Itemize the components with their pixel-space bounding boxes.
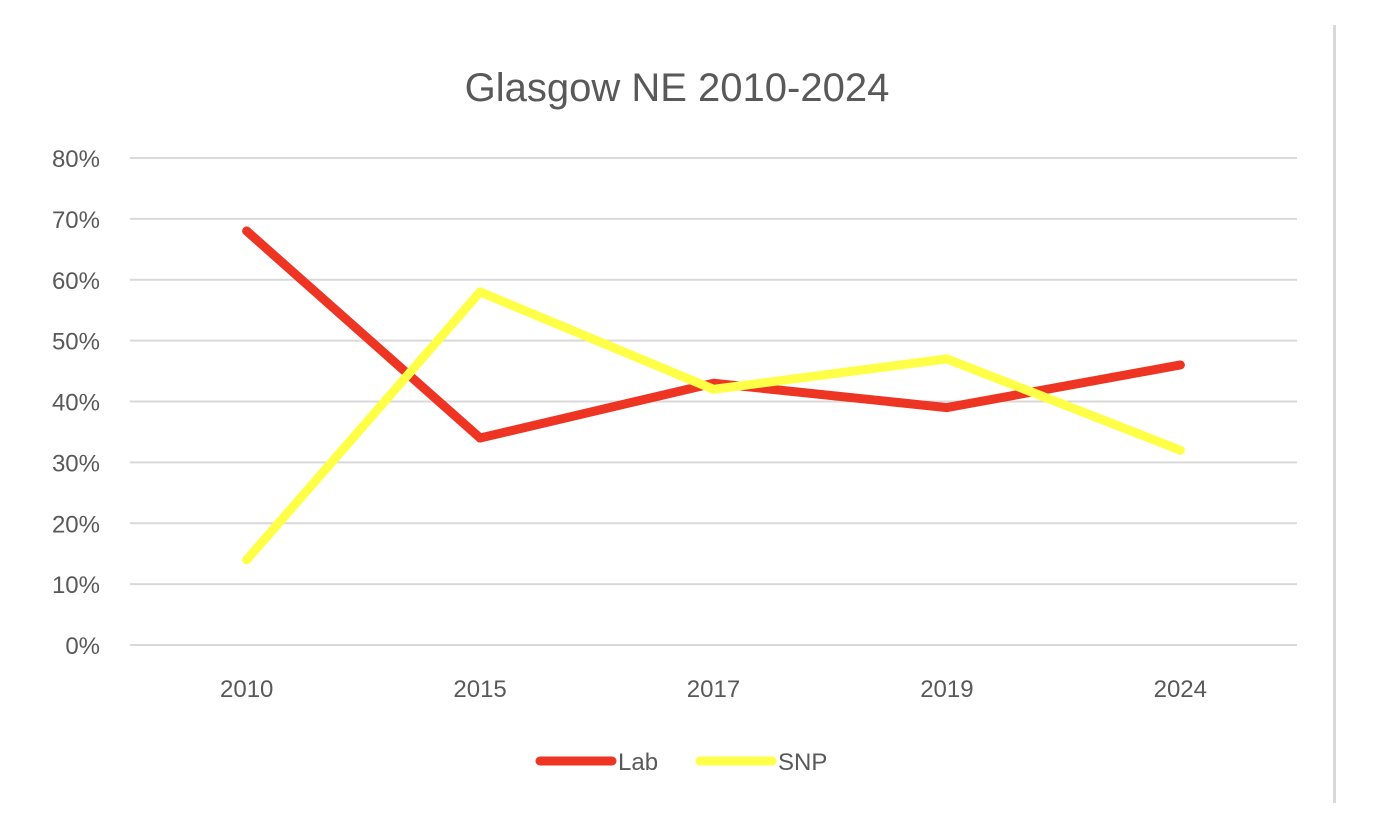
y-tick-label: 60% [52,268,100,295]
data-point [1175,445,1185,455]
data-point [1175,360,1185,370]
y-tick-label: 30% [52,450,100,477]
legend-label: Lab [618,749,658,776]
series-snp [242,287,1185,565]
y-axis-tick-labels: 0% 10% 20% 30% 40% 50% 60% 70% 80% [52,146,100,660]
data-point [709,384,718,394]
y-tick-label: 0% [65,633,100,660]
data-point [242,555,252,565]
x-tick-label: 2017 [687,676,740,703]
gridlines [130,157,1297,646]
legend-item: SNP [695,749,827,776]
legend-item: Lab [535,749,658,776]
x-tick-label: 2024 [1154,676,1207,703]
data-point [475,287,485,297]
x-tick-label: 2015 [453,676,506,703]
y-tick-label: 70% [52,207,100,234]
series-line [242,226,1185,443]
x-axis-tick-labels: 2010 2015 2017 2019 2024 [220,676,1207,703]
data-point [242,226,252,236]
x-tick-label: 2019 [920,676,973,703]
data-point [475,433,485,443]
series-lines [242,226,1185,565]
divider-line [1333,25,1336,803]
chart-title: Glasgow NE 2010-2024 [465,66,890,110]
y-tick-label: 20% [52,511,100,538]
series-lab [242,226,1185,443]
data-point [942,354,952,364]
y-tick-label: 40% [52,390,100,417]
y-tick-label: 80% [52,146,100,173]
x-tick-label: 2010 [220,676,273,703]
y-tick-label: 50% [52,329,100,356]
series-line [242,287,1185,565]
legend: Lab SNP [535,749,827,776]
legend-label: SNP [778,749,827,776]
y-tick-label: 10% [52,572,100,599]
data-point [942,403,952,413]
